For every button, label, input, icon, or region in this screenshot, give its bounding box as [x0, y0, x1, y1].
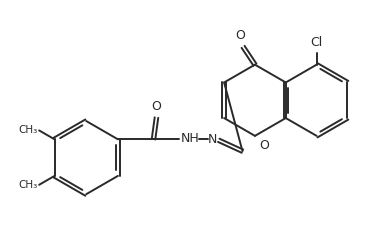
Text: NH: NH: [181, 132, 199, 145]
Text: O: O: [235, 29, 245, 42]
Text: CH₃: CH₃: [18, 180, 37, 190]
Text: O: O: [152, 100, 161, 113]
Text: N: N: [208, 133, 218, 146]
Text: CH₃: CH₃: [18, 125, 37, 135]
Text: Cl: Cl: [310, 36, 323, 49]
Text: O: O: [259, 139, 269, 152]
